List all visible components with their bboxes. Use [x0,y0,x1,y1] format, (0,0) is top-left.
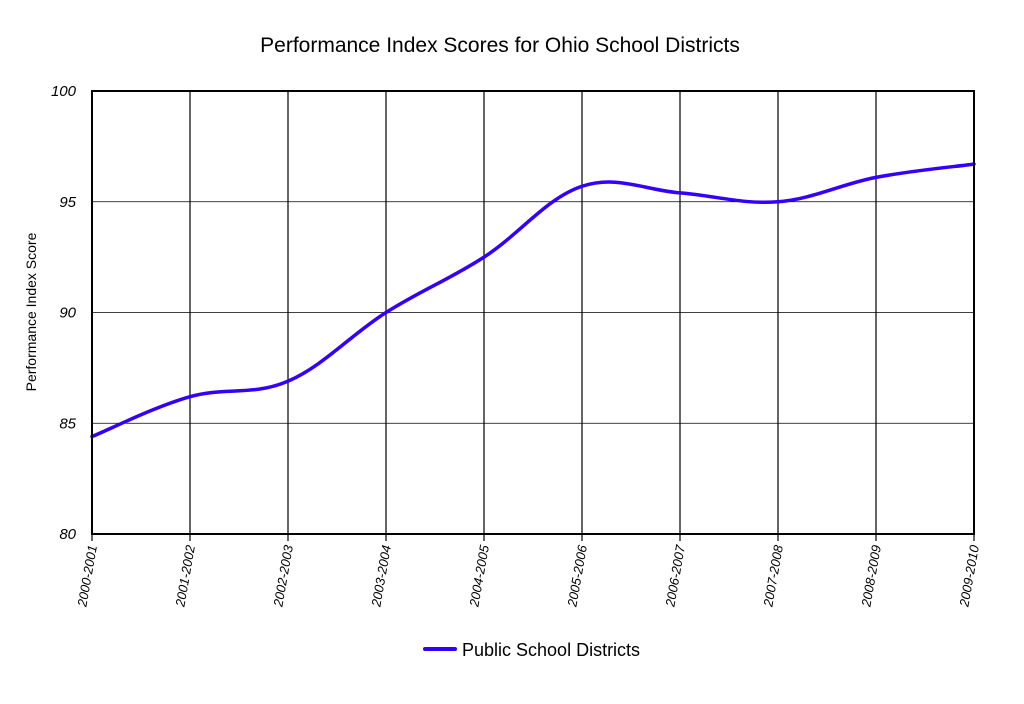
series-lines [90,162,976,439]
axes [91,90,975,541]
x-tick-label: 2006-2007 [662,543,688,609]
x-tick-label: 2001-2002 [172,543,198,609]
tick-labels: 80 85 90 95 100 2000-2001 2001-2002 2002-2003 20… [51,83,982,609]
series-line-public-school-districts [90,162,976,439]
x-tick-label: 2000-2001 [74,544,100,609]
y-axis-label: Performance Index Score [23,232,39,391]
grid [92,91,974,534]
legend-label: Public School Districts [462,640,640,660]
y-tick-label: 85 [59,415,76,432]
plot-area-border [91,90,975,535]
x-tick-label: 2009-2010 [956,543,982,609]
legend: Public School Districts [423,640,640,660]
y-tick-label: 100 [51,83,77,100]
x-tick-label: 2008-2009 [858,544,884,609]
y-tick-label: 95 [59,194,76,211]
x-tick-label: 2007-2008 [760,543,786,609]
x-tick-label: 2003-2004 [368,544,394,609]
x-tick-label: 2005-2006 [564,543,590,609]
x-tick-label: 2004-2005 [466,543,492,609]
y-tick-label: 80 [59,526,76,543]
chart-title: Performance Index Scores for Ohio School… [260,34,740,57]
y-tick-label: 90 [59,305,76,322]
x-tick-label: 2002-2003 [270,543,296,609]
